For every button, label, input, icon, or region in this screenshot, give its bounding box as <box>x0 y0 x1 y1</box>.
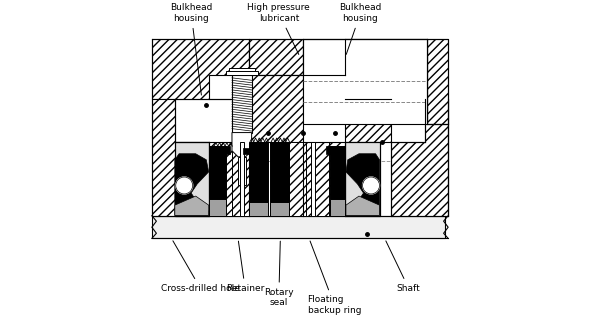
Bar <box>232 75 251 133</box>
Bar <box>329 142 346 216</box>
Polygon shape <box>175 154 209 216</box>
Bar <box>223 146 230 154</box>
Bar <box>326 146 332 154</box>
Text: Bulkhead
housing: Bulkhead housing <box>170 3 212 95</box>
Polygon shape <box>248 75 303 142</box>
Bar <box>248 142 268 202</box>
Bar <box>270 142 289 202</box>
Bar <box>270 202 289 216</box>
Bar <box>239 142 244 216</box>
Text: High pressure
lubricant: High pressure lubricant <box>247 3 310 54</box>
Polygon shape <box>248 39 303 75</box>
Text: Floating
backup ring: Floating backup ring <box>308 241 361 315</box>
Text: Bulkhead
housing: Bulkhead housing <box>339 3 382 54</box>
Bar <box>289 142 306 216</box>
Bar <box>175 142 209 216</box>
Text: Shaft: Shaft <box>386 241 421 293</box>
Bar <box>346 142 380 216</box>
Bar <box>427 39 448 124</box>
Bar <box>209 142 232 216</box>
Bar <box>248 202 268 216</box>
Bar <box>311 142 315 216</box>
Bar <box>242 148 248 154</box>
Bar <box>306 142 329 216</box>
Bar <box>427 39 448 124</box>
Bar <box>282 148 288 154</box>
Circle shape <box>362 177 380 194</box>
Bar <box>303 39 427 124</box>
Polygon shape <box>346 196 380 216</box>
Bar <box>238 157 245 185</box>
Bar <box>209 146 226 199</box>
Polygon shape <box>346 75 391 142</box>
Text: Rotary
seal: Rotary seal <box>264 241 293 307</box>
Circle shape <box>176 177 193 194</box>
Bar <box>152 216 445 238</box>
Text: Retainer: Retainer <box>226 241 265 293</box>
Polygon shape <box>232 133 251 157</box>
Bar <box>232 142 248 216</box>
Polygon shape <box>152 39 248 99</box>
Bar <box>209 199 226 216</box>
Polygon shape <box>175 196 209 216</box>
Polygon shape <box>346 39 427 75</box>
Bar <box>330 199 346 216</box>
Polygon shape <box>152 99 209 216</box>
Text: Cross-drilled hole: Cross-drilled hole <box>161 241 240 293</box>
Polygon shape <box>346 154 380 216</box>
Bar <box>175 142 209 216</box>
Bar <box>330 146 346 199</box>
Polygon shape <box>391 99 448 216</box>
Bar <box>346 142 380 216</box>
Bar <box>229 68 254 70</box>
Bar <box>226 70 257 75</box>
